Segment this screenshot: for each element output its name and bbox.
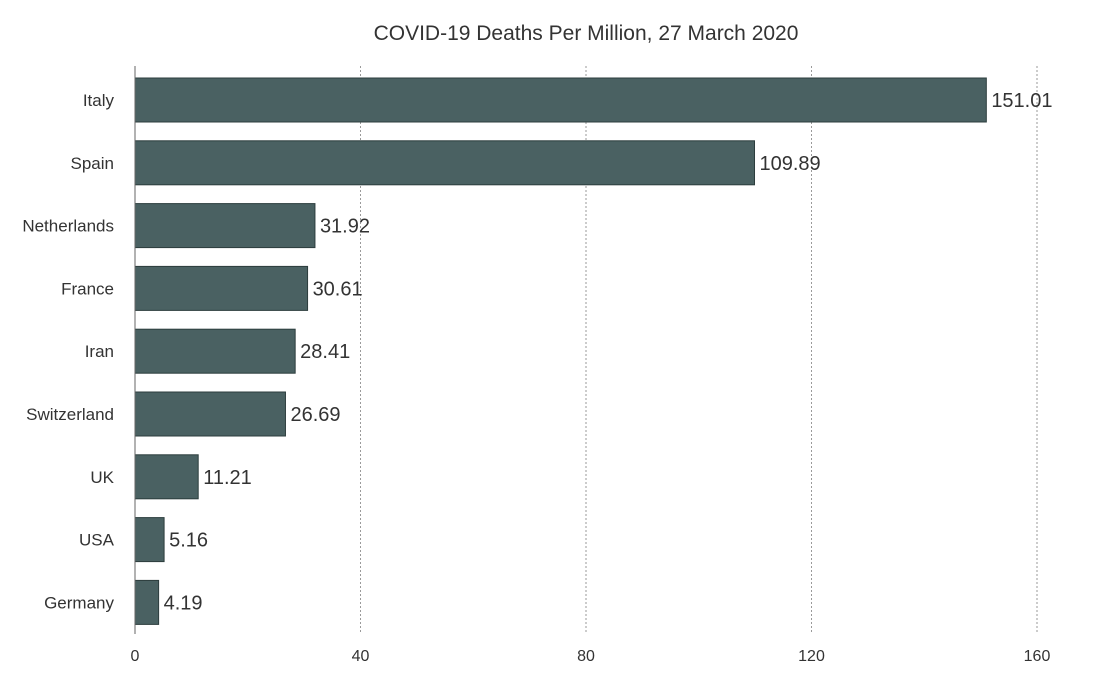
category-label: UK xyxy=(90,468,114,487)
value-label: 151.01 xyxy=(991,90,1052,112)
bar-netherlands xyxy=(134,203,316,249)
x-tick-label: 40 xyxy=(352,648,370,665)
value-label: 11.21 xyxy=(203,467,252,489)
bar-spain xyxy=(134,140,756,186)
value-label: 109.89 xyxy=(760,153,821,175)
value-label: 4.19 xyxy=(164,592,203,614)
category-label: France xyxy=(61,279,114,298)
bars xyxy=(134,77,987,625)
bar-france xyxy=(134,265,309,311)
category-label: Italy xyxy=(83,91,115,110)
bar-italy xyxy=(134,77,987,123)
value-label: 30.61 xyxy=(313,278,363,300)
gridlines xyxy=(360,66,1038,634)
bar-iran xyxy=(134,328,296,374)
labels: 0 40 80 120 160 Italy 151.01 Spain 109.89 Netherl… xyxy=(22,90,1052,665)
category-label: Iran xyxy=(85,342,114,361)
x-tick-label: 120 xyxy=(798,648,825,665)
category-label: USA xyxy=(79,531,115,550)
value-label: 5.16 xyxy=(169,530,208,552)
category-label: Switzerland xyxy=(26,405,114,424)
x-tick-label: 0 xyxy=(131,648,140,665)
value-label: 26.69 xyxy=(290,404,340,426)
chart-title: COVID-19 Deaths Per Million, 27 March 20… xyxy=(374,22,799,45)
category-label: Netherlands xyxy=(22,217,114,236)
x-tick-label: 80 xyxy=(577,648,595,665)
category-label: Germany xyxy=(44,593,114,612)
bar-uk xyxy=(134,454,199,500)
bar-germany xyxy=(134,579,160,625)
bar-usa xyxy=(134,517,165,563)
x-tick-label: 160 xyxy=(1024,648,1051,665)
category-label: Spain xyxy=(71,154,114,173)
value-label: 28.41 xyxy=(300,341,350,363)
value-label: 31.92 xyxy=(320,216,370,238)
bar-switzerland xyxy=(134,391,286,437)
